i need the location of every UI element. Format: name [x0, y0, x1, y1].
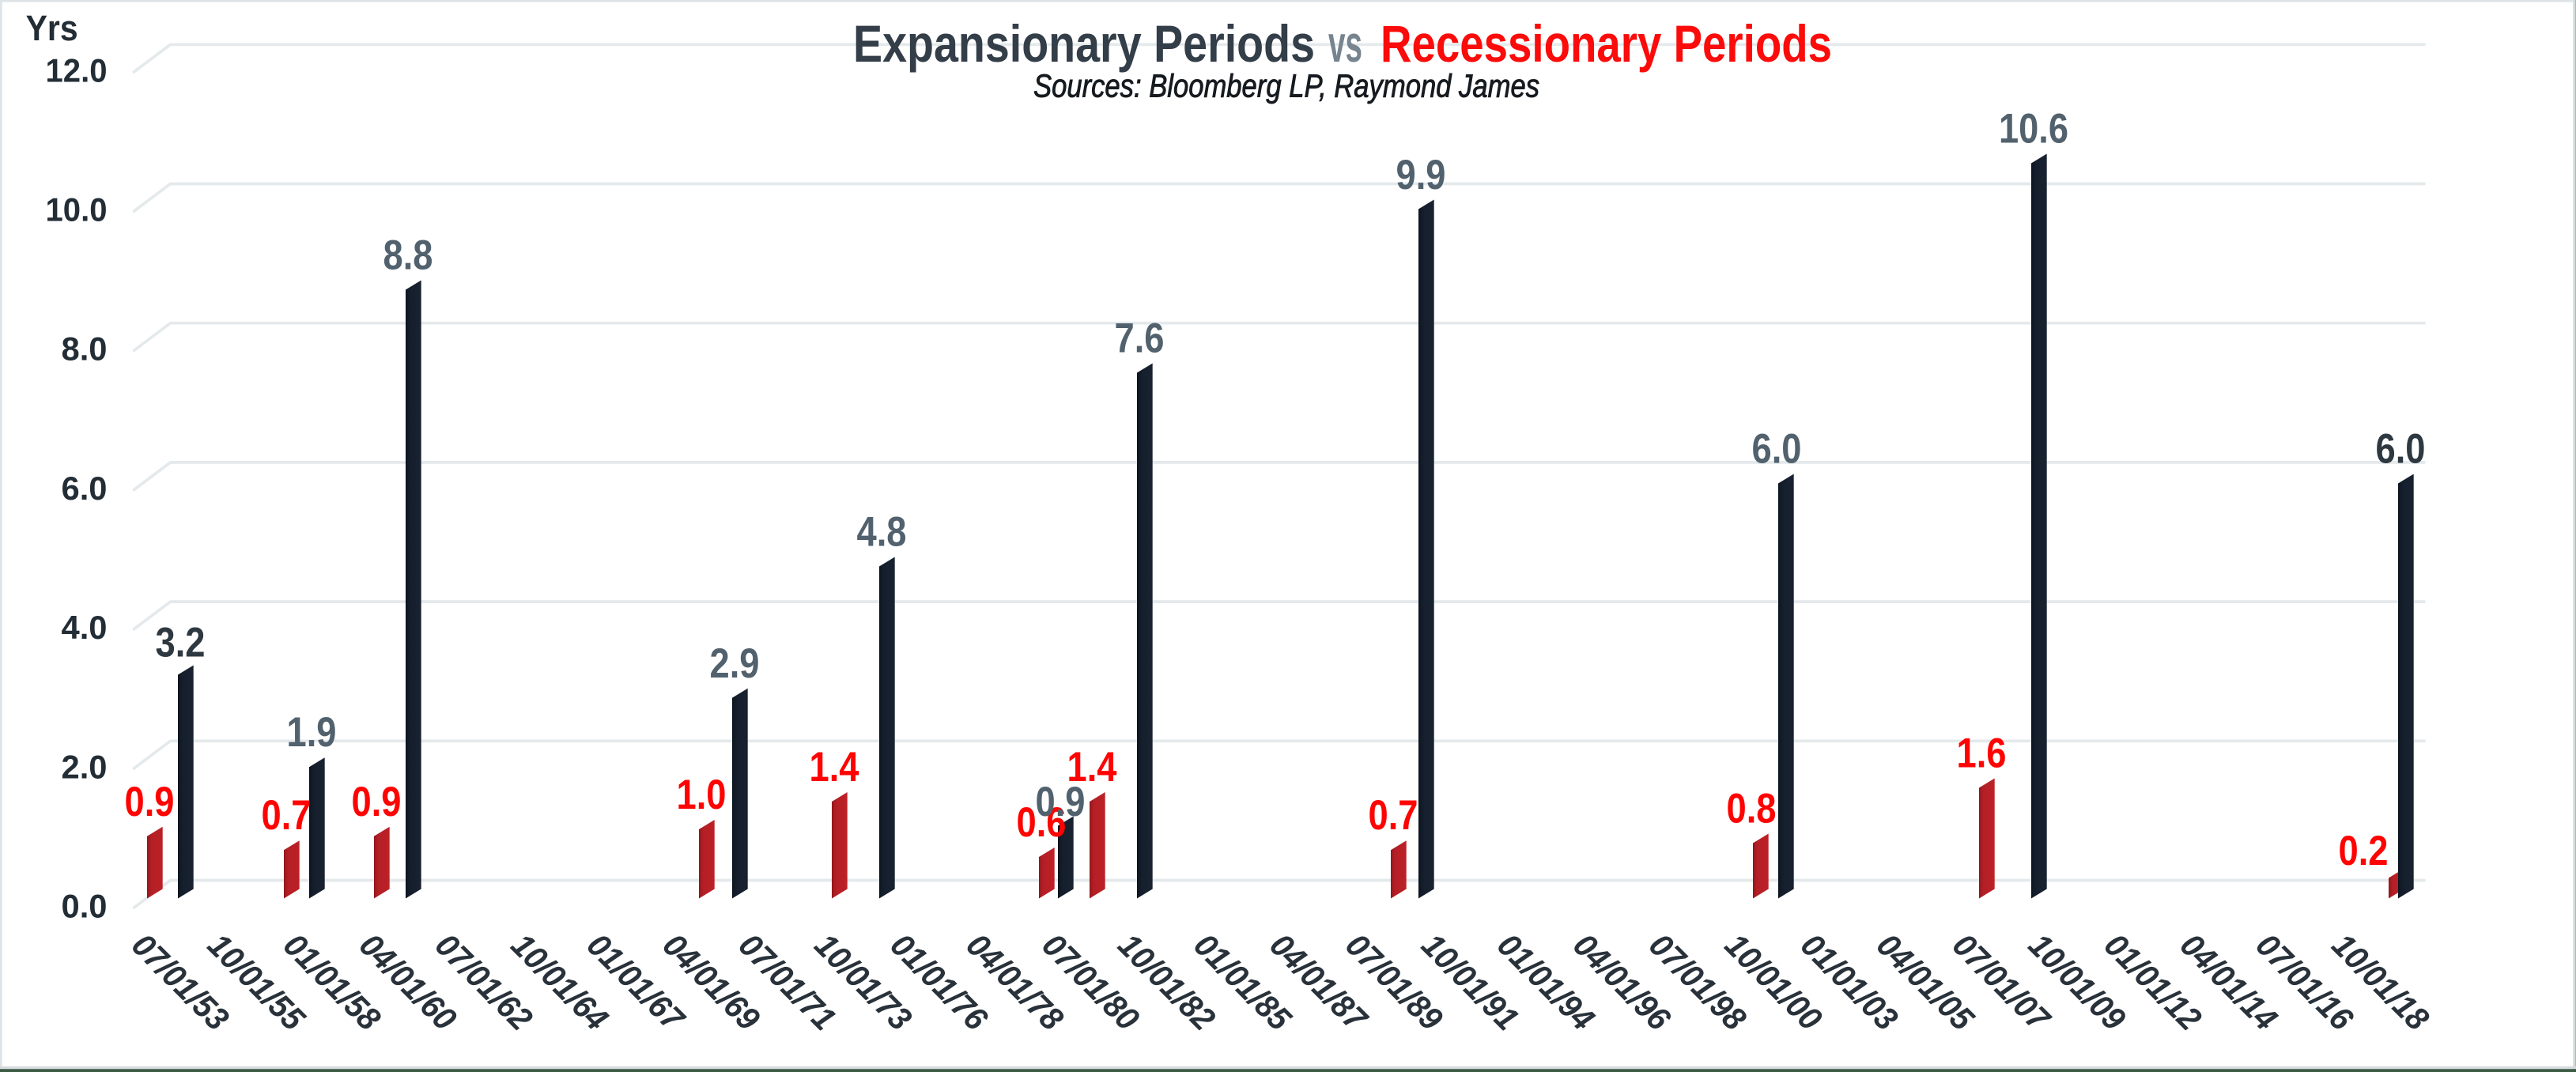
svg-text:Yrs: Yrs: [26, 8, 78, 48]
svg-text:0.7: 0.7: [1369, 792, 1418, 839]
svg-text:4.8: 4.8: [857, 509, 907, 556]
svg-text:8.0: 8.0: [62, 330, 108, 368]
svg-text:0.7: 0.7: [262, 792, 312, 839]
svg-text:Sources: Bloomberg LP, Raymond: Sources: Bloomberg LP, Raymond James: [1033, 68, 1539, 104]
svg-text:12.0: 12.0: [46, 51, 108, 89]
svg-text:0.9: 0.9: [1036, 779, 1086, 825]
svg-text:6.0: 6.0: [1752, 426, 1802, 473]
svg-text:6.0: 6.0: [62, 470, 108, 507]
svg-text:0.0: 0.0: [62, 888, 108, 925]
svg-text:0.2: 0.2: [2339, 828, 2389, 874]
svg-text:2.0: 2.0: [62, 748, 108, 785]
svg-text:1.4: 1.4: [810, 744, 859, 791]
svg-text:9.9: 9.9: [1396, 152, 1446, 198]
svg-text:4.0: 4.0: [62, 609, 108, 646]
svg-text:0.9: 0.9: [352, 779, 402, 825]
svg-text:1.4: 1.4: [1067, 744, 1117, 791]
svg-text:Expansionary Periods: Expansionary Periods: [853, 14, 1315, 73]
svg-text:1.9: 1.9: [287, 709, 337, 756]
svg-text:10.6: 10.6: [1999, 106, 2068, 153]
svg-text:1.0: 1.0: [677, 772, 727, 818]
svg-text:8.8: 8.8: [383, 232, 433, 279]
svg-text:Recessionary Periods: Recessionary Periods: [1381, 14, 1832, 73]
svg-text:3.2: 3.2: [156, 620, 206, 666]
svg-text:0.6: 0.6: [1017, 799, 1067, 846]
svg-text:1.6: 1.6: [1957, 730, 2007, 777]
svg-text:vs: vs: [1328, 14, 1362, 73]
svg-text:7.6: 7.6: [1115, 315, 1165, 362]
svg-text:10.0: 10.0: [46, 191, 108, 228]
svg-text:2.9: 2.9: [710, 640, 760, 687]
svg-text:0.8: 0.8: [1727, 786, 1777, 832]
svg-text:6.0: 6.0: [2376, 426, 2426, 473]
svg-text:0.9: 0.9: [125, 779, 175, 825]
